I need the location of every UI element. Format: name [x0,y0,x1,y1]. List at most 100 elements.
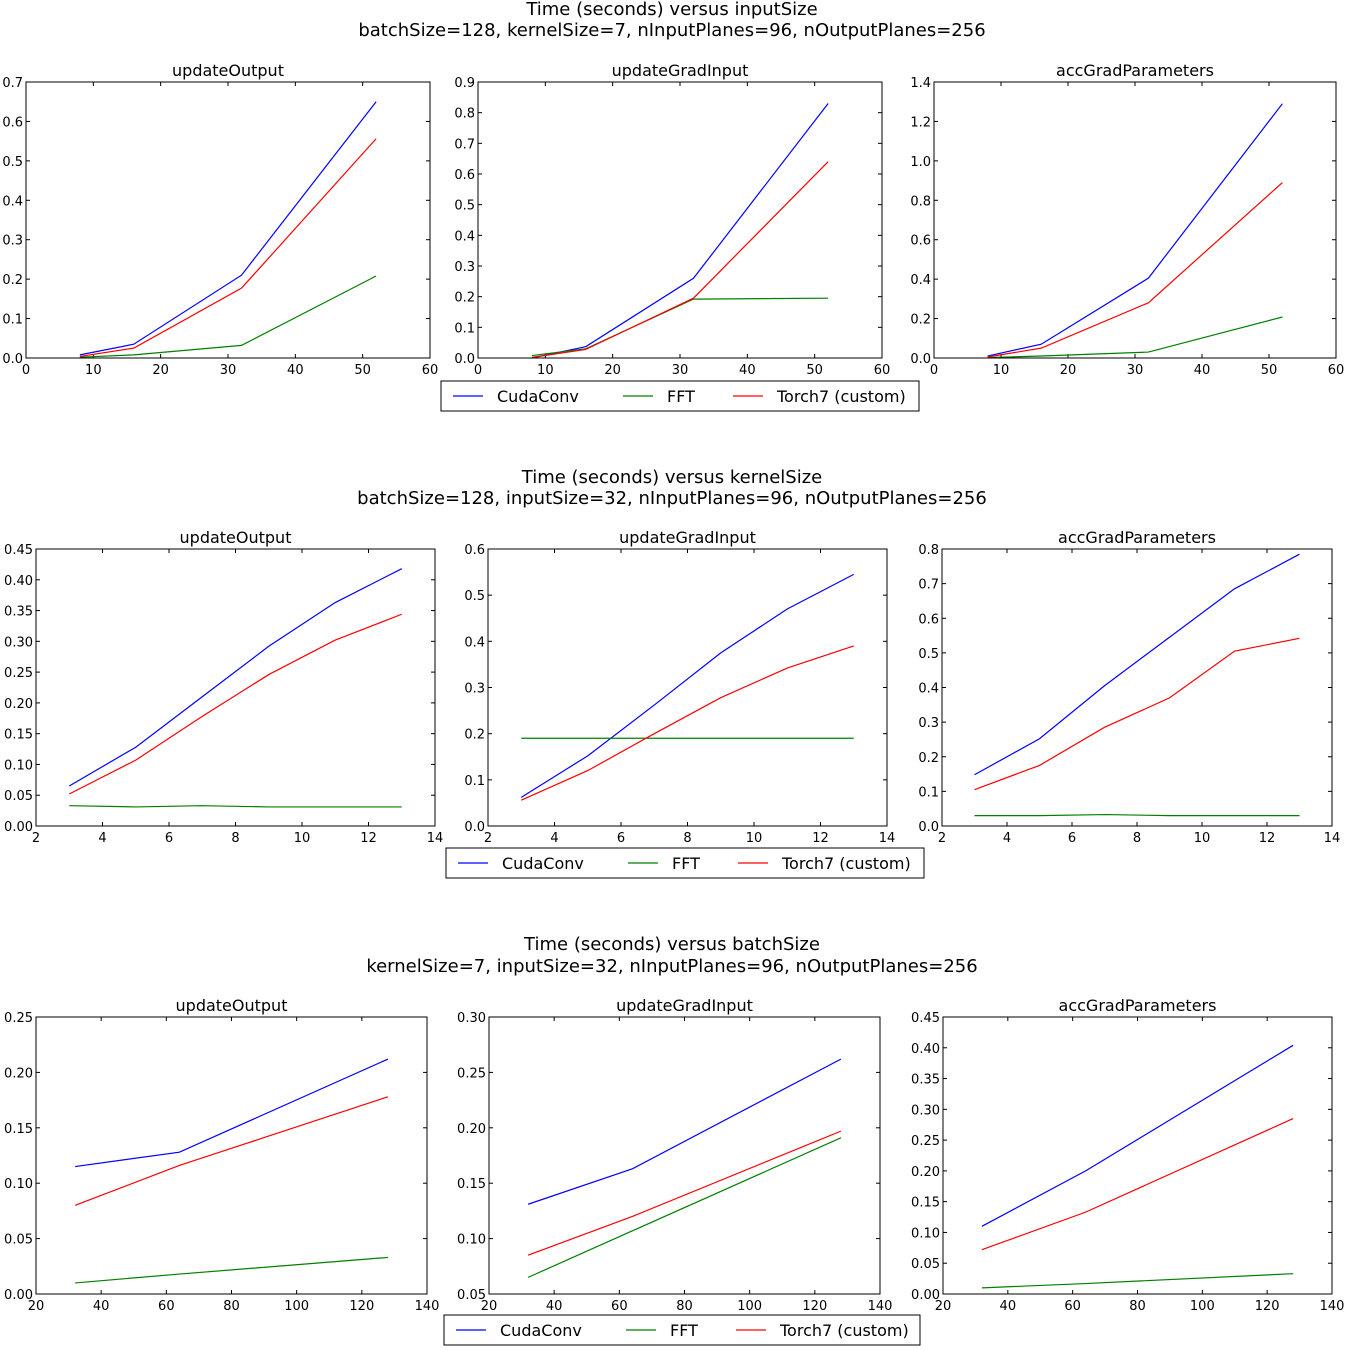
x-tick-label: 20 [28,1299,45,1314]
y-tick-label: 0.15 [4,1122,33,1137]
y-tick-label: 0.7 [2,76,23,91]
x-tick-label: 6 [165,831,173,846]
subplot-updateGradInput: updateGradInput 2 4 6 8 10 12 14 0.0 0.1 0.2 0.3 0.4… [464,528,895,846]
axes-frame [35,1016,428,1295]
x-tick-label: 2 [484,831,492,846]
y-tick-label: 0.8 [454,107,475,122]
y-tick-label: 0.25 [911,1134,940,1149]
figure-subtitle: batchSize=128, kernelSize=7, nInputPlane… [358,20,985,41]
legend-frame [440,380,920,412]
y-tick-label: 0.2 [918,751,939,766]
series-line-torch7-custom [79,138,377,358]
y-tick-label: 0.25 [4,1011,33,1026]
y-tick-label: 0.10 [457,1233,486,1248]
subplot-accGradParameters: accGradParameters 20 40 60 80 100 120 140 0.00 0.… [911,996,1344,1314]
x-tick-label: 40 [546,1299,563,1314]
x-tick-label: 40 [1000,1299,1017,1314]
x-tick-label: 8 [683,831,691,846]
y-tick-label: 0.40 [4,574,33,589]
subplot-title: updateOutput [176,996,288,1015]
series-line-torch7-custom [521,645,854,801]
series-line-torch7-custom [68,613,402,795]
figure-title: Time (seconds) versus batchSize [523,934,820,955]
x-tick-label: 2 [32,831,40,846]
x-tick-label: 140 [1320,1299,1345,1314]
series-line-fft [75,1256,388,1284]
y-tick-label: 0.45 [4,543,33,558]
x-tick-label: 20 [481,1299,498,1314]
legend: CudaConv FFT Torch7 (custom) [443,1314,921,1346]
x-tick-label: 20 [152,363,169,378]
y-tick-label: 0.8 [918,543,939,558]
y-tick-label: 0.4 [2,194,23,209]
x-tick-label: 140 [868,1299,893,1314]
subplot-title: updateGradInput [619,528,756,547]
x-tick-label: 140 [415,1299,440,1314]
x-tick-label: 12 [1259,831,1276,846]
x-tick-label: 120 [1255,1299,1280,1314]
y-tick-label: 0.5 [2,155,23,170]
series-line-cudaconv [68,568,403,787]
subplot-updateOutput: updateOutput 0 10 20 30 40 50 60 0.0 0.1 0.2 0.3 0.4… [2,61,438,378]
y-tick-label: 0.2 [2,273,23,288]
x-tick-label: 20 [1060,363,1077,378]
x-tick-label: 120 [802,1299,827,1314]
x-tick-label: 30 [220,363,237,378]
subplot-title: updateGradInput [612,61,749,80]
subplot-title: updateOutput [172,61,284,80]
y-tick-label: 0.25 [4,666,33,681]
x-tick-label: 50 [1261,363,1278,378]
series-line-cudaconv [987,103,1283,357]
x-tick-label: 20 [935,1299,952,1314]
x-tick-label: 8 [231,831,239,846]
chart-group-inputSize: Time (seconds) versus inputSizebatchSize… [2,0,1345,412]
y-tick-label: 0.0 [918,820,939,835]
legend-frame [443,1314,921,1346]
series-line-fft [79,275,377,358]
legend-label: FFT [667,387,695,406]
x-tick-label: 10 [537,363,554,378]
x-tick-label: 60 [1328,363,1345,378]
y-tick-label: 1.2 [910,115,931,130]
y-tick-label: 0.25 [457,1066,486,1081]
axes-frame [942,1016,1333,1295]
series-line-torch7-custom [531,161,829,358]
figure-title: Time (seconds) versus inputSize [525,0,817,20]
legend-frame [445,847,925,879]
x-tick-label: 30 [1127,363,1144,378]
figure-title: Time (seconds) versus kernelSize [521,467,823,488]
y-tick-label: 0.5 [464,589,485,604]
series-line-fft [69,805,402,808]
chart-group-batchSize: Time (seconds) versus batchSizekernelSiz… [4,934,1344,1346]
x-tick-label: 60 [422,363,439,378]
subplot-title: accGradParameters [1056,61,1214,80]
x-tick-label: 0 [930,363,938,378]
x-tick-label: 10 [1194,831,1211,846]
y-tick-label: 0.45 [911,1011,940,1026]
x-tick-label: 10 [746,831,763,846]
x-tick-label: 4 [1003,831,1011,846]
y-tick-label: 0.05 [457,1288,486,1303]
legend-label: Torch7 (custom) [779,1321,909,1340]
series-line-cudaconv [981,1044,1294,1227]
figure-subtitle: kernelSize=7, inputSize=32, nInputPlanes… [366,956,977,977]
x-tick-label: 80 [676,1299,693,1314]
y-tick-label: 0.10 [911,1226,940,1241]
axes-frame [35,548,436,827]
legend: CudaConv FFT Torch7 (custom) [440,380,920,412]
series-line-torch7-custom [987,182,1283,358]
y-tick-label: 0.05 [4,789,33,804]
x-tick-label: 60 [874,363,891,378]
x-tick-label: 40 [1194,363,1211,378]
y-tick-label: 0.20 [911,1165,940,1180]
y-tick-label: 0.35 [4,605,33,620]
y-tick-label: 0.20 [457,1122,486,1137]
x-tick-label: 40 [93,1299,110,1314]
series-line-cudaconv [527,1058,842,1205]
x-tick-label: 80 [223,1299,240,1314]
series-line-torch7-custom [974,637,1300,791]
y-tick-label: 0.4 [454,229,475,244]
y-tick-label: 0.35 [911,1073,940,1088]
y-tick-label: 0.2 [454,291,475,306]
y-tick-label: 0.6 [454,168,475,183]
